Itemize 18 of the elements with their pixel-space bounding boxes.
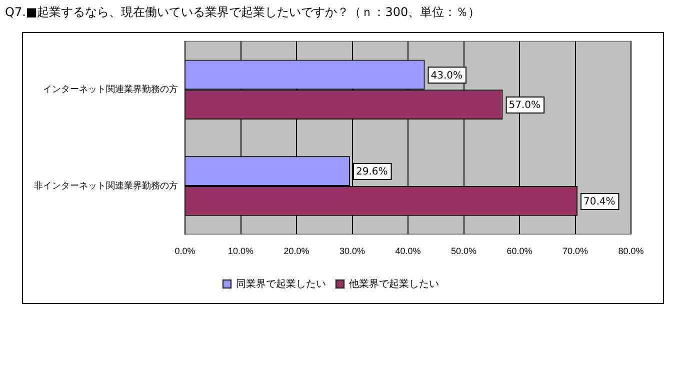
data-label: 57.0% [508, 100, 541, 112]
x-tick-label: 70.0% [562, 246, 588, 256]
x-tick-label: 50.0% [450, 246, 477, 256]
data-label: 43.0% [430, 70, 463, 82]
x-tick-label: 60.0% [506, 246, 532, 256]
legend-label: 他業界で起業したい [349, 278, 439, 290]
x-tick-label: 0.0% [174, 246, 196, 256]
x-tick-label: 10.0% [228, 246, 254, 256]
x-tick-label: 80.0% [618, 246, 644, 256]
legend-label: 同業界で起業したい [236, 278, 326, 290]
y-tick-label: インターネット関連業界勤務の方 [43, 84, 178, 94]
x-tick-label: 20.0% [284, 246, 310, 256]
data-label: 29.6% [356, 166, 388, 178]
data-label: 70.4% [583, 196, 616, 208]
chart-title: Q7.■起業するなら、現在働いている業界で起業したいですか？（ｎ：300、単位：％） [5, 4, 480, 21]
y-tick-label: 非インターネット関連業界勤務の方 [34, 180, 178, 190]
x-tick-label: 40.0% [395, 246, 421, 256]
x-tick-label: 30.0% [339, 246, 366, 256]
